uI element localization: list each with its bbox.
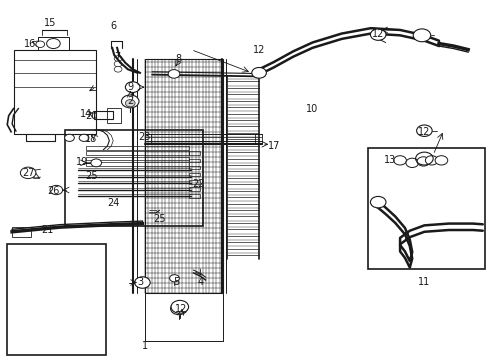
Bar: [368, 148, 484, 269]
Circle shape: [170, 302, 187, 315]
Circle shape: [114, 56, 122, 62]
Circle shape: [168, 69, 180, 78]
Text: 7: 7: [114, 52, 120, 62]
Bar: [86, 146, 188, 150]
Text: 5: 5: [173, 277, 179, 287]
Text: 6: 6: [110, 21, 116, 31]
Circle shape: [46, 39, 60, 49]
Bar: [188, 166, 200, 169]
Circle shape: [251, 67, 266, 78]
Text: 11: 11: [417, 277, 429, 287]
Text: 9: 9: [127, 82, 134, 92]
Circle shape: [434, 156, 447, 165]
Circle shape: [20, 167, 36, 179]
Circle shape: [114, 61, 122, 67]
Bar: [188, 158, 200, 162]
Circle shape: [134, 277, 150, 288]
Circle shape: [121, 95, 139, 108]
Bar: [38, 37, 69, 50]
Text: 12: 12: [417, 127, 430, 137]
Text: 4: 4: [197, 277, 203, 287]
Circle shape: [36, 41, 44, 48]
Circle shape: [114, 66, 122, 72]
Text: 16: 16: [24, 39, 37, 49]
Bar: [94, 111, 113, 119]
Circle shape: [416, 125, 431, 136]
Bar: [14, 50, 96, 134]
Circle shape: [393, 156, 406, 165]
Text: 2: 2: [127, 96, 133, 107]
Circle shape: [171, 300, 188, 313]
Text: 1: 1: [142, 341, 147, 351]
Text: 22: 22: [192, 179, 204, 189]
Circle shape: [405, 158, 418, 167]
Bar: [7, 244, 106, 355]
Bar: [86, 152, 188, 155]
Circle shape: [64, 134, 74, 141]
Circle shape: [416, 157, 429, 166]
Text: 27: 27: [22, 168, 34, 178]
Text: 25: 25: [153, 214, 165, 224]
Bar: [64, 130, 203, 226]
Bar: [12, 227, 30, 237]
Bar: [107, 108, 120, 123]
Bar: [188, 152, 200, 155]
Text: 25: 25: [85, 171, 98, 181]
Bar: [188, 187, 200, 191]
Circle shape: [50, 185, 62, 195]
Text: 3: 3: [137, 277, 142, 287]
Circle shape: [91, 159, 102, 167]
Circle shape: [125, 100, 135, 107]
Text: 24: 24: [107, 198, 119, 208]
Bar: [86, 157, 188, 160]
Circle shape: [125, 82, 140, 93]
Circle shape: [425, 156, 437, 165]
Bar: [144, 59, 222, 293]
Text: 12: 12: [252, 45, 264, 55]
Bar: [144, 134, 151, 144]
Text: 26: 26: [48, 186, 60, 196]
Circle shape: [79, 134, 89, 141]
Text: 20: 20: [85, 111, 97, 121]
Text: 10: 10: [306, 104, 318, 113]
Text: 19: 19: [75, 157, 87, 167]
Text: 15: 15: [44, 18, 56, 28]
Text: 12: 12: [371, 28, 384, 39]
Text: 21: 21: [41, 225, 54, 235]
Text: 14: 14: [80, 109, 92, 119]
Text: 23: 23: [139, 132, 151, 142]
Text: 8: 8: [176, 54, 182, 64]
Bar: [188, 173, 200, 176]
Bar: [188, 194, 200, 198]
Bar: [255, 134, 261, 144]
Circle shape: [370, 197, 385, 208]
Bar: [188, 180, 200, 184]
Text: 13: 13: [384, 156, 396, 165]
Circle shape: [412, 29, 430, 42]
Text: 18: 18: [85, 134, 97, 144]
Circle shape: [169, 275, 179, 282]
Text: 17: 17: [267, 141, 279, 151]
Text: 12: 12: [175, 303, 187, 314]
Bar: [86, 162, 188, 166]
Circle shape: [370, 29, 385, 40]
